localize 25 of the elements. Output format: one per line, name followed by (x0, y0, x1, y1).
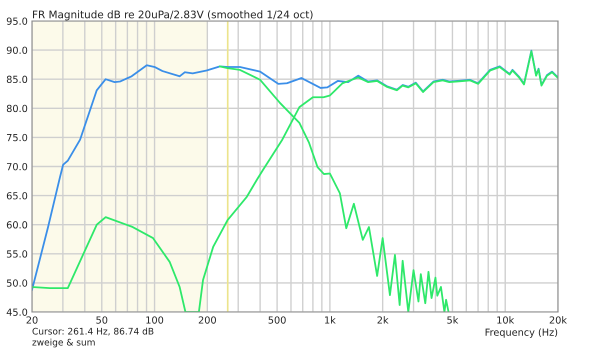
y-tick-label: 80.0 (6, 104, 28, 112)
x-tick-label: 20 (26, 316, 38, 324)
x-tick-label: 100 (146, 316, 164, 324)
x-tick-label: 2k (377, 316, 389, 324)
x-tick-label: 5k (447, 316, 458, 324)
y-tick-label: 55.0 (6, 250, 28, 258)
x-tick-label: 20k (550, 316, 567, 324)
text: zweige & sum (32, 338, 95, 348)
y-tick-label: 50.0 (6, 279, 28, 287)
y-tick-label: 85.0 (6, 76, 28, 84)
x-axis-title: Frequency (Hz) (486, 328, 558, 338)
y-tick-label: 70.0 (6, 162, 28, 170)
y-tick-label: 60.0 (6, 221, 28, 229)
y-tick-label: 45.0 (6, 308, 28, 316)
x-tick-label: 10k (497, 316, 514, 324)
x-tick-label: 50 (96, 316, 108, 324)
x-tick-label: 500 (268, 316, 286, 324)
y-tick-label: 75.0 (6, 134, 28, 142)
text: Cursor: 261.4 Hz, 86.74 dB (32, 328, 154, 336)
y-tick-label: 65.0 (6, 192, 28, 200)
x-tick-label: 200 (198, 316, 216, 324)
chart-title: FR Magnitude dB re 20uPa/2.83V (smoothed 1/24 oct) (33, 10, 313, 20)
y-tick-label: 95.0 (6, 17, 28, 25)
x-tick-label: 1k (325, 316, 336, 324)
y-tick-label: 90.0 (6, 46, 28, 54)
